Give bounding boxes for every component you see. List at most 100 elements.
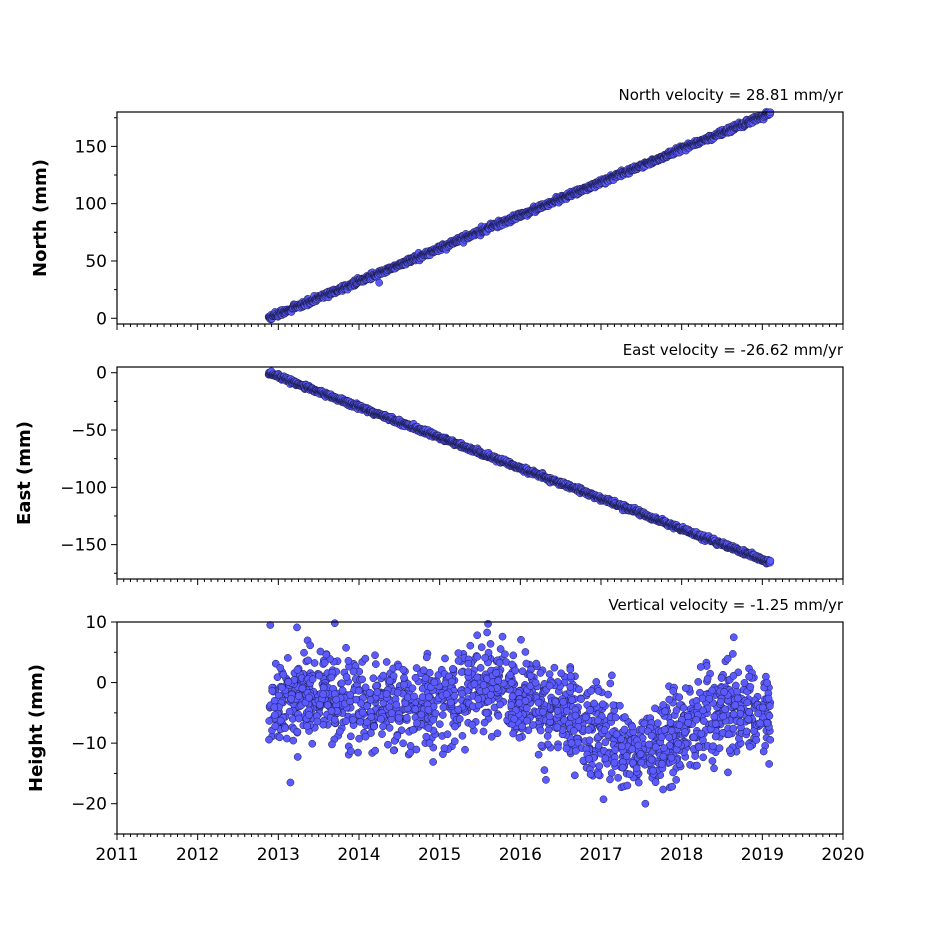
- height-data-point: [479, 727, 488, 736]
- height-data-point: [601, 738, 610, 747]
- height-data-point: [424, 724, 433, 732]
- height-data-point: [612, 730, 621, 739]
- height-data-point: [621, 713, 629, 721]
- height-data-point: [474, 695, 483, 703]
- height-data-point: [679, 704, 688, 712]
- height-data-point: [430, 678, 439, 687]
- height-data-point: [330, 715, 339, 724]
- height-data-point: [736, 718, 745, 726]
- height-data-point: [607, 769, 616, 777]
- height-data-point: [675, 721, 684, 729]
- height-data-point: [361, 654, 370, 663]
- height-data-point: [593, 716, 602, 725]
- height-data-point: [657, 733, 666, 742]
- height-data-point: [470, 680, 479, 688]
- height-data-point: [406, 748, 415, 757]
- height-data-point: [413, 719, 421, 728]
- height-data-point: [697, 729, 706, 738]
- height-data-point: [667, 753, 676, 762]
- height-panel-title: Vertical velocity = -1.25 mm/yr: [608, 596, 843, 614]
- height-data-point: [756, 719, 764, 728]
- height-data-point: [645, 740, 653, 749]
- height-data-point: [486, 640, 495, 648]
- height-data-point: [522, 659, 531, 668]
- height-data-point: [498, 632, 507, 641]
- height-data-point: [746, 683, 755, 691]
- height-data-point: [705, 694, 714, 703]
- height-data-point: [647, 755, 656, 764]
- height-data-point: [570, 727, 578, 735]
- height-data-point: [534, 750, 543, 759]
- height-data-point: [641, 799, 650, 808]
- height-data-point: [371, 651, 379, 660]
- height-data-point: [711, 719, 720, 728]
- height-data-point: [719, 712, 728, 721]
- north-y-tick-label: 0: [96, 309, 107, 329]
- height-data-point: [276, 716, 285, 725]
- height-data-point: [659, 752, 668, 761]
- height-data-point: [335, 727, 344, 736]
- height-data-point: [684, 718, 692, 727]
- height-data-point: [293, 665, 302, 674]
- height-data-point: [464, 668, 473, 676]
- height-data-point: [585, 736, 594, 745]
- height-data-point: [710, 764, 718, 773]
- height-data-point: [506, 671, 514, 679]
- height-data-point: [477, 643, 486, 652]
- north-axis-label: North (mm): [30, 159, 51, 277]
- height-data-point: [523, 716, 531, 725]
- height-data-point: [378, 730, 386, 738]
- height-data-point: [660, 725, 669, 734]
- height-data-point: [403, 693, 412, 702]
- height-data-point: [370, 722, 378, 731]
- height-data-point: [342, 643, 350, 652]
- height-data-point: [354, 748, 362, 757]
- height-data-point: [425, 739, 434, 747]
- height-data-point: [346, 697, 354, 706]
- height-data-point: [763, 719, 772, 727]
- height-data-point: [400, 673, 408, 682]
- height-data-point: [265, 735, 273, 744]
- height-data-point: [464, 659, 473, 668]
- height-data-point: [315, 700, 324, 709]
- height-data-point: [458, 731, 467, 740]
- height-data-point: [283, 654, 292, 662]
- height-data-point: [377, 715, 385, 723]
- height-data-point: [550, 663, 559, 672]
- height-data-point: [717, 674, 726, 682]
- height-data-point: [373, 688, 382, 697]
- height-data-point: [594, 770, 603, 779]
- height-data-point: [435, 720, 444, 729]
- height-data-point: [570, 771, 579, 780]
- height-data-point: [387, 709, 396, 717]
- height-data-point: [611, 713, 620, 722]
- height-data-point: [668, 782, 677, 791]
- east-y-tick-label: −100: [60, 478, 107, 498]
- height-data-point: [537, 741, 546, 750]
- height-data-point: [745, 672, 753, 681]
- height-data-point: [486, 690, 495, 699]
- height-data-point: [606, 775, 614, 784]
- height-data-point: [449, 665, 457, 673]
- height-data-point: [729, 710, 738, 718]
- height-data-point: [392, 700, 401, 709]
- height-data-point: [551, 697, 560, 706]
- height-data-point: [762, 672, 770, 681]
- height-data-point: [754, 709, 763, 718]
- height-data-point: [562, 744, 571, 753]
- height-data-point: [691, 752, 700, 760]
- height-data-point: [744, 715, 753, 724]
- height-data-point: [338, 686, 347, 695]
- height-data-point: [282, 734, 291, 743]
- height-data-point: [696, 663, 705, 671]
- height-data-point: [442, 690, 451, 699]
- height-data-point: [659, 701, 668, 709]
- height-data-point: [729, 724, 738, 733]
- height-data-point: [539, 708, 547, 716]
- height-axis-label: Height (mm): [26, 664, 47, 792]
- height-data-point: [422, 653, 431, 662]
- height-data-point: [295, 714, 303, 723]
- height-data-point: [454, 705, 463, 714]
- height-data-point: [557, 669, 566, 678]
